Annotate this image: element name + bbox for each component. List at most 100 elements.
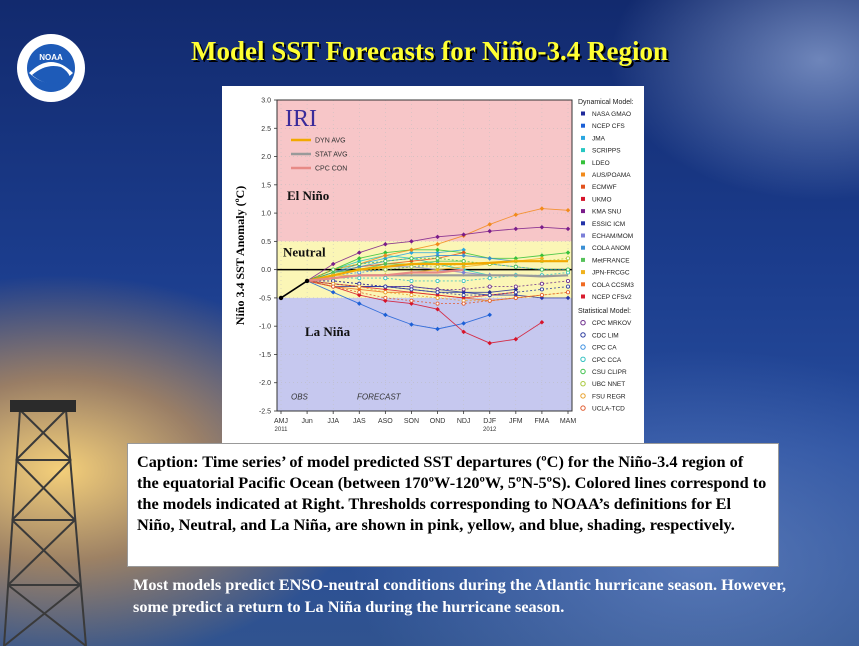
- legend-marker: [581, 282, 585, 287]
- series-point: [383, 241, 388, 247]
- series-point: [539, 267, 544, 272]
- y-tick-label: 1.0: [261, 211, 271, 218]
- slide-title: Model SST Forecasts for Niño-3.4 Region: [191, 36, 668, 66]
- legend-item-label: AUS/POAMA: [592, 172, 631, 179]
- legend-item-label: ECHAM/MOM: [592, 233, 633, 240]
- series-point: [435, 292, 440, 298]
- observed-line: [280, 280, 308, 299]
- series-point: [409, 298, 414, 303]
- series-point: [357, 290, 362, 295]
- series-point: [461, 250, 466, 255]
- series-point: [357, 256, 362, 261]
- legend-marker: [581, 294, 585, 299]
- series-point: [409, 293, 414, 298]
- series-point: [461, 278, 466, 283]
- series-point: [383, 284, 388, 289]
- series-point: [461, 232, 466, 237]
- series-line: [306, 280, 490, 330]
- series-point: [435, 290, 440, 295]
- legend-marker: [581, 245, 585, 250]
- series-point: [409, 287, 414, 292]
- avg-legend-label: DYN AVG: [315, 138, 346, 145]
- series-point: [357, 276, 362, 281]
- legend-marker: [581, 135, 585, 140]
- legend-marker: [581, 123, 585, 128]
- legend-item-label: JPN-FRCGC: [592, 270, 630, 277]
- chart-title: IRI: [285, 106, 317, 132]
- legend-marker: [581, 257, 585, 262]
- series-point: [409, 264, 414, 269]
- series-point: [513, 284, 518, 289]
- series-point: [565, 278, 570, 283]
- legend-item-label: ESSIC ICM: [592, 221, 625, 228]
- legend-marker: [581, 196, 585, 201]
- y-tick-label: -1.5: [259, 352, 271, 359]
- y-tick-label: -2.0: [259, 380, 271, 387]
- series-point: [357, 301, 362, 306]
- y-tick-label: -1.0: [259, 324, 271, 331]
- series-point: [513, 264, 518, 269]
- legend-item-label: MetFRANCE: [592, 257, 630, 264]
- legend-item-label: COLA CCSM3: [592, 282, 634, 289]
- x-tick-label: AMJ: [274, 418, 288, 425]
- caption-box: Caption: Time series’ of model predicted…: [127, 443, 779, 567]
- series-point: [487, 289, 492, 295]
- legend-marker: [581, 184, 585, 189]
- chart-svg: 3.0 2.5 2.0 1.5 1.0 0.5 0.0 -0.5 -1.0 -1.5 -2.0 -2.…: [233, 98, 634, 434]
- series-point: [357, 264, 362, 270]
- legend-item-label: COLA ANOM: [592, 245, 630, 252]
- series-point: [435, 278, 440, 283]
- y-tick-label: 0.0: [261, 267, 271, 274]
- summary-text: Most models predict ENSO-neutral conditi…: [133, 575, 787, 616]
- legend-marker: [581, 148, 585, 153]
- observed-point: [278, 295, 284, 301]
- series-point: [539, 281, 544, 286]
- x-tick-label: NDJ: [457, 418, 471, 425]
- series-point: [487, 222, 492, 227]
- noaa-logo: NOAA: [17, 34, 85, 102]
- series-point: [357, 258, 362, 264]
- legend-item-label: NCEP CFS: [592, 123, 625, 130]
- x-tick-label: DJF: [483, 418, 496, 425]
- enso-forecast-chart: 3.0 2.5 2.0 1.5 1.0 0.5 0.0 -0.5 -1.0 -1.5 -2.0 -2.…: [222, 86, 644, 448]
- series-point: [409, 250, 414, 255]
- region-label: El Niño: [287, 188, 329, 203]
- legend-item-label: CSU CLIPR: [592, 369, 627, 376]
- series-point: [461, 247, 466, 253]
- series-point: [461, 270, 466, 275]
- y-tick-label: 2.5: [261, 126, 271, 133]
- series-point: [435, 295, 440, 300]
- x-tick-label: JJA: [327, 418, 339, 425]
- y-tick-label: -0.5: [259, 295, 271, 302]
- series-point: [487, 284, 492, 289]
- series-point: [539, 287, 544, 292]
- annotation-obs: OBS: [291, 393, 309, 402]
- series-point: [461, 253, 466, 258]
- series-point: [409, 247, 414, 253]
- legend-item-label: CPC MRKOV: [592, 320, 632, 327]
- y-tick-label: 3.0: [261, 98, 271, 105]
- legend-marker: [581, 160, 585, 165]
- x-tick-label: OND: [430, 418, 446, 425]
- y-axis-label: Niño 3.4 SST Anomaly (ºC): [233, 186, 247, 325]
- series-point: [565, 267, 570, 272]
- series-point: [461, 293, 466, 298]
- series-point: [383, 295, 388, 300]
- plot-frame: [276, 99, 573, 412]
- series-point: [383, 256, 388, 261]
- annotation-forecast: FORECAST: [357, 393, 402, 402]
- series-point: [461, 287, 466, 292]
- x-tick-label: Jun: [301, 418, 312, 425]
- series-point: [331, 267, 336, 272]
- legend-item-label: UKMO: [592, 196, 612, 203]
- series-point: [513, 295, 518, 300]
- series-point: [487, 340, 492, 346]
- x-tick-label: ASO: [378, 418, 393, 425]
- x-tick-label: MAM: [560, 418, 577, 425]
- avg-line: [306, 260, 568, 282]
- series-point: [383, 290, 388, 295]
- region-label: Neutral: [283, 245, 326, 260]
- region-la-ni-a: [277, 297, 572, 411]
- series-point: [565, 208, 571, 213]
- series-point: [383, 259, 388, 264]
